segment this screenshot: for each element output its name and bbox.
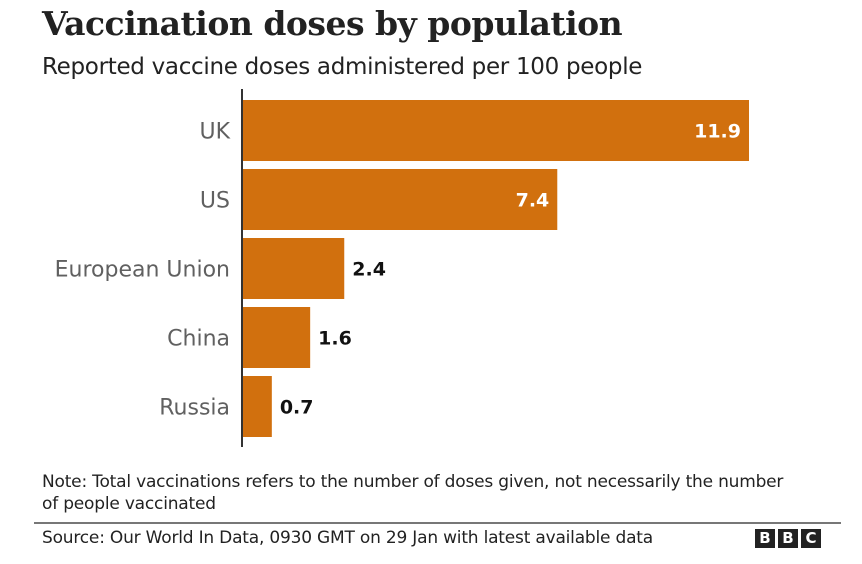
category-label: Russia <box>159 396 230 421</box>
bar-us <box>242 169 558 230</box>
bbc-logo-letter: B <box>778 529 798 548</box>
bbc-logo-letter: C <box>801 529 821 548</box>
value-label: 0.7 <box>280 397 314 419</box>
bar-european-union <box>242 238 345 299</box>
bar-uk <box>242 100 749 161</box>
category-label: China <box>167 327 230 352</box>
chart-note: Note: Total vaccinations refers to the n… <box>42 472 784 514</box>
bbc-logo: B B C <box>755 529 821 548</box>
bar-china <box>242 307 311 368</box>
chart-title: Vaccination doses by population <box>42 4 623 43</box>
bbc-logo-letter: B <box>755 529 775 548</box>
value-label: 1.6 <box>318 328 352 350</box>
value-label: 2.4 <box>352 259 386 281</box>
category-label: UK <box>199 120 230 145</box>
value-label: 11.9 <box>694 121 741 143</box>
category-label: European Union <box>55 258 230 283</box>
bar-russia <box>242 376 272 437</box>
category-label: US <box>200 189 230 214</box>
chart-subtitle: Reported vaccine doses administered per … <box>42 54 643 80</box>
value-label: 7.4 <box>516 190 550 212</box>
source-text: Source: Our World In Data, 0930 GMT on 2… <box>42 528 653 548</box>
footer-divider <box>34 522 841 524</box>
